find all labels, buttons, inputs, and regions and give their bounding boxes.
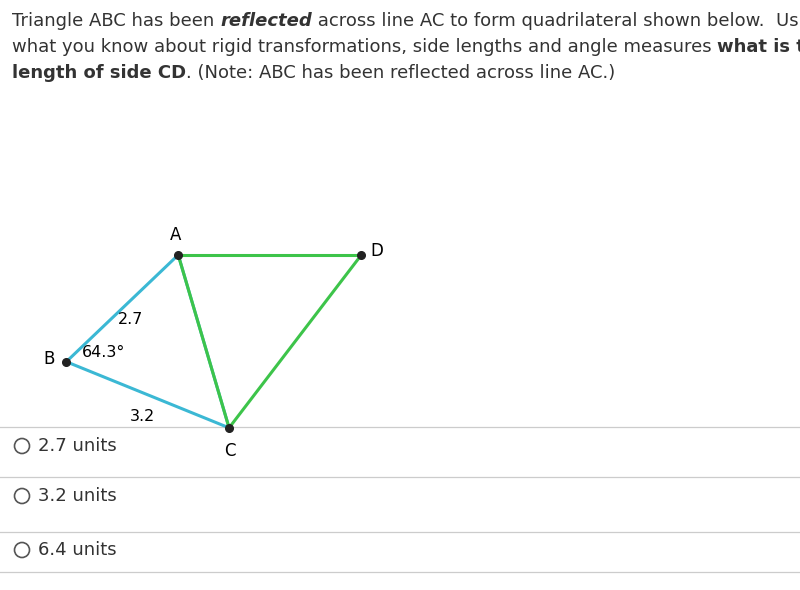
Text: what is the: what is the [718, 38, 800, 56]
Text: what you know about rigid transformations, side lengths and angle measures: what you know about rigid transformation… [12, 38, 718, 56]
Text: C: C [224, 442, 236, 460]
Text: 2.7 units: 2.7 units [38, 437, 117, 455]
Text: . (Note: ABC has been reflected across line AC.): . (Note: ABC has been reflected across l… [186, 64, 615, 82]
Text: B: B [44, 350, 55, 368]
Text: reflected: reflected [220, 12, 312, 30]
Text: length of side CD: length of side CD [12, 64, 186, 82]
Text: across line AC to form quadrilateral shown below.  Using: across line AC to form quadrilateral sho… [312, 12, 800, 30]
Text: 2.7: 2.7 [118, 312, 143, 327]
Text: 3.2 units: 3.2 units [38, 487, 117, 505]
Text: D: D [370, 242, 383, 260]
Text: 64.3°: 64.3° [82, 345, 125, 360]
Text: 3.2: 3.2 [130, 409, 154, 424]
Text: 6.4 units: 6.4 units [38, 541, 117, 559]
Text: A: A [170, 226, 182, 244]
Text: Triangle ABC has been: Triangle ABC has been [12, 12, 220, 30]
